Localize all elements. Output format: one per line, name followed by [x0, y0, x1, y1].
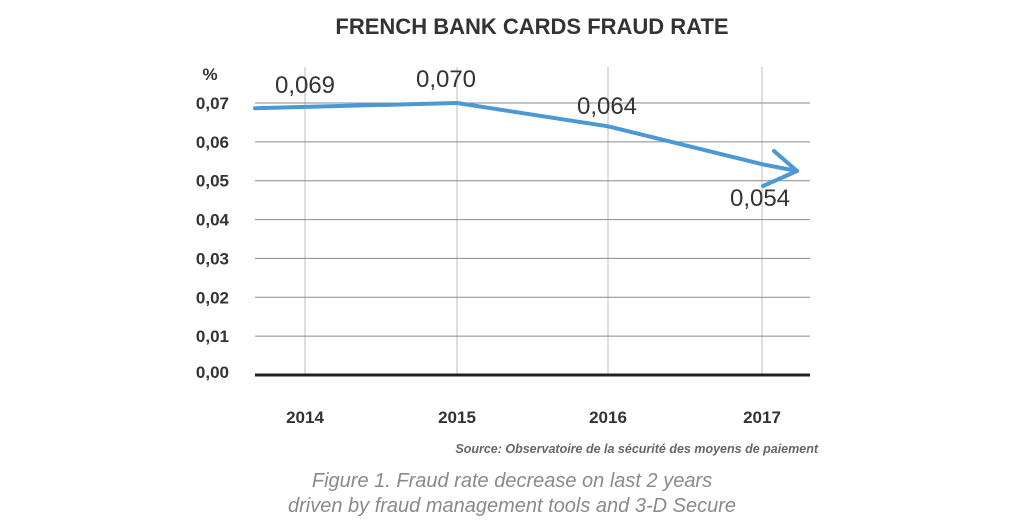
- grid-lines: [255, 67, 810, 375]
- data-labels: 0,069 0,070 0,064 0,054: [275, 66, 790, 212]
- y-tick-label: 0,04: [196, 211, 230, 230]
- data-label-2014: 0,069: [275, 72, 335, 99]
- y-tick-label: 0,05: [196, 172, 229, 191]
- chart-title: FRENCH BANK CARDS FRAUD RATE: [335, 14, 728, 39]
- data-label-2017: 0,054: [730, 185, 790, 212]
- figure-caption-line-1: Figure 1. Fraud rate decrease on last 2 …: [311, 470, 713, 492]
- trend-arrowhead: [761, 149, 799, 188]
- series-lines: [253, 101, 799, 188]
- y-tick-label: 0,02: [196, 288, 229, 307]
- x-tick-label: 2015: [438, 408, 476, 427]
- y-axis-unit-label: %: [202, 65, 217, 84]
- y-tick-labels: 0,00 0,01 0,02 0,03 0,04 0,05 0,06 0,07: [196, 94, 230, 382]
- y-tick-label: 0,07: [196, 94, 229, 113]
- x-tick-label: 2016: [589, 408, 627, 427]
- data-label-2016: 0,064: [577, 93, 637, 120]
- x-tick-label: 2017: [743, 408, 781, 427]
- x-tick-label: 2014: [286, 408, 324, 427]
- y-tick-label: 0,00: [196, 363, 229, 382]
- y-tick-label: 0,06: [196, 133, 229, 152]
- y-tick-label: 0,01: [196, 327, 229, 346]
- figure-caption-line-2: driven by fraud management tools and 3-D…: [287, 495, 737, 517]
- data-label-2015: 0,070: [416, 66, 476, 93]
- x-tick-labels: 2014 2015 2016 2017: [286, 408, 781, 427]
- source-note: Source: Observatoire de la sécurité des …: [455, 442, 818, 456]
- fraud-rate-line: [253, 101, 799, 173]
- y-tick-label: 0,03: [196, 249, 229, 268]
